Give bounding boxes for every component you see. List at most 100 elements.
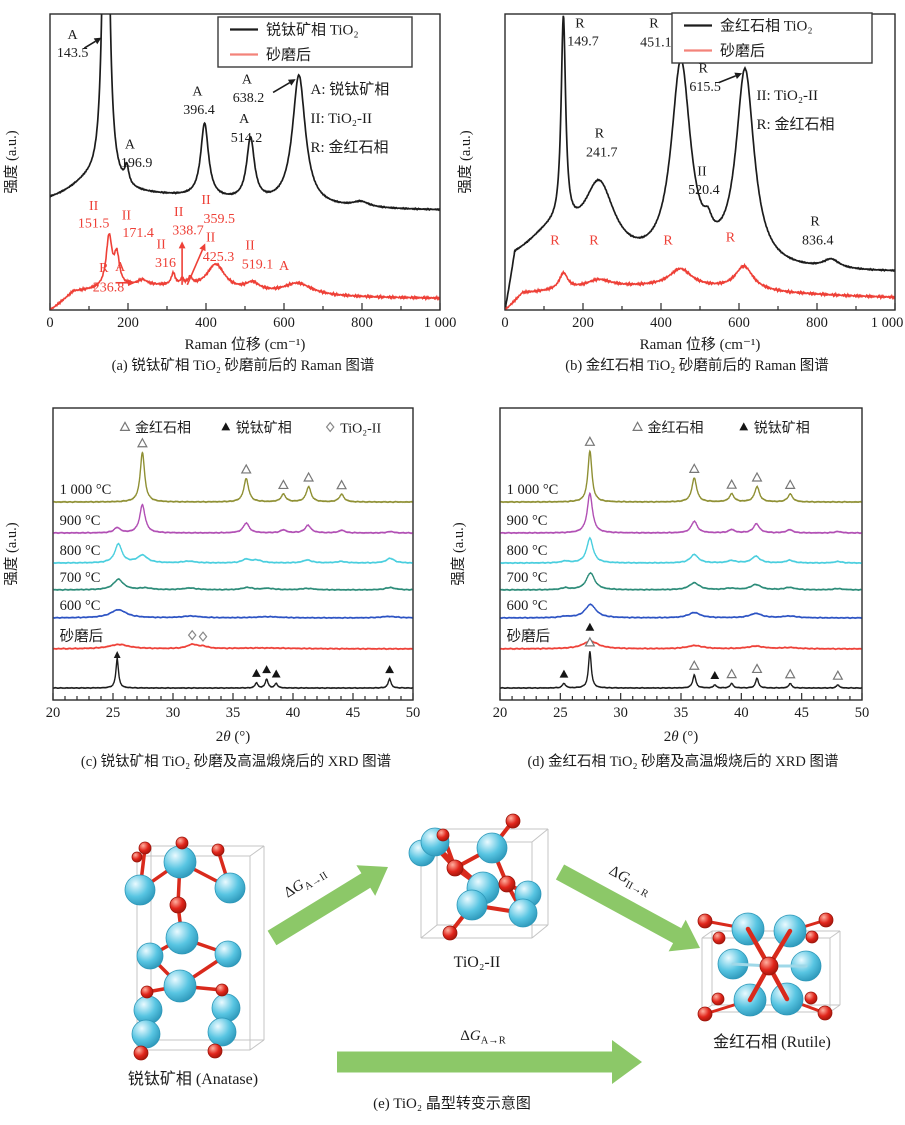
o-atom — [505, 813, 521, 829]
series-label-600c: 600 °C — [60, 598, 101, 614]
o-atom — [436, 828, 450, 842]
marker-legend-label: 锐钛矿相 — [236, 420, 292, 436]
curve-800c — [53, 542, 413, 565]
peak-annotation: 359.5 — [204, 212, 236, 227]
peak-annotation: A — [68, 28, 79, 43]
series-label-milled: 砂磨后 — [60, 628, 104, 645]
ti-atom — [163, 969, 197, 1003]
marker-legend-label: 金红石相 — [648, 420, 704, 436]
x-axis-label: Raman 位移 (cm⁻¹) — [640, 336, 761, 353]
rutile-marker-icon — [784, 479, 796, 489]
curve-600c — [53, 608, 413, 620]
anatase-label: 锐钛矿相 (Anatase) — [128, 1070, 258, 1088]
panel-e-caption: (e) TiO₂ 晶型转变示意图 — [373, 1094, 531, 1112]
rutile-marker-icon — [688, 659, 700, 670]
legend-label: 砂磨后 — [720, 43, 765, 60]
x-tick-label: 20 — [493, 705, 508, 721]
plot-frame — [499, 407, 863, 701]
axis-ticks: 0 200 400 600 800 1 000 — [501, 303, 903, 331]
x-tick-label: 20 — [46, 705, 61, 721]
o-atom — [817, 1005, 833, 1021]
x-tick-label: 800 — [351, 315, 373, 331]
y-axis-label: 强度 (a.u.) — [457, 130, 474, 193]
phase-key-line: A: 锐钛矿相 — [311, 81, 390, 98]
y-axis-label: 强度 (a.u.) — [450, 522, 467, 585]
delta-g-label: ΔGA→R — [460, 1028, 506, 1047]
curve-900c — [500, 491, 862, 535]
axis-ticks: 20 25 30 35 40 45 50 — [46, 693, 421, 721]
series-label-800c: 800 °C — [60, 543, 101, 559]
curve-800c — [500, 536, 862, 565]
annotation-arrowhead — [199, 243, 206, 252]
phase-key-line: R: 金红石相 — [311, 139, 389, 156]
x-tick-label: 30 — [613, 705, 628, 721]
legend-label: 金红石相 TiO₂ — [720, 18, 813, 35]
curve-1000c — [500, 449, 862, 504]
peak-annotation: A — [192, 84, 203, 99]
legend: 金红石相 TiO₂ 砂磨后 — [671, 12, 873, 64]
x-tick-label: 25 — [553, 705, 568, 721]
x-tick-label: 50 — [406, 705, 421, 721]
annotation-arrowhead — [128, 279, 136, 287]
o-atom — [207, 1043, 223, 1059]
y-axis-label: 强度 (a.u.) — [3, 522, 20, 585]
x-tick-label: 400 — [195, 315, 217, 331]
peak-annotation: 520.4 — [688, 183, 720, 198]
curve-anatase-raw — [50, 14, 440, 212]
axis-ticks: 0 200 400 600 800 1 000 — [46, 303, 456, 331]
phase-key-line: II: TiO₂-II — [757, 88, 819, 104]
curve-raw — [500, 651, 862, 690]
series-label-700c: 700 °C — [507, 570, 548, 586]
anatase-marker-icon — [739, 422, 749, 431]
peak-annotation: II — [89, 199, 99, 214]
peak-annotation: 615.5 — [689, 80, 721, 95]
annotation-arrow — [186, 249, 204, 286]
curve-600c — [500, 603, 862, 620]
peak-annotation: 171.4 — [122, 226, 154, 241]
panel-caption: (d) 金红石相 TiO₂ 砂磨及高温煅烧后的 XRD 图谱 — [527, 753, 838, 770]
annotation-arrowhead — [287, 79, 296, 86]
tio2ii-marker-icon — [325, 421, 335, 433]
raman-rutile-panel: 0 200 400 600 800 1 000 R 149.7 R 451.1 R 615.5 R 241… — [457, 12, 903, 374]
x-tick-label: 45 — [794, 705, 809, 721]
curve-700c — [53, 577, 413, 592]
peak-annotation: R — [99, 261, 109, 276]
x-tick-label: 600 — [273, 315, 295, 331]
anatase-marker-icon — [559, 669, 569, 678]
x-tick-label: 200 — [572, 315, 594, 331]
o-atom — [169, 896, 187, 914]
anatase-marker-icon — [252, 668, 261, 677]
o-atom — [442, 925, 458, 941]
annotation-arrowhead — [93, 37, 102, 45]
series-label-800c: 800 °C — [507, 543, 548, 559]
x-tick-label: 0 — [46, 315, 53, 331]
legend-label: 砂磨后 — [266, 47, 311, 64]
peak-annotation: 149.7 — [567, 35, 599, 50]
series-label-1000c: 1 000 °C — [507, 482, 559, 498]
transform-arrow-ii-to-r — [555, 864, 700, 952]
phase-key-line: II: TiO₂-II — [311, 111, 373, 127]
o-atom — [211, 843, 225, 857]
peak-annotation: II — [697, 164, 707, 179]
peak-annotation: 143.5 — [57, 46, 89, 61]
marker-legend-label: 金红石相 — [135, 420, 191, 436]
anatase-marker-icon — [221, 422, 231, 431]
o-atom — [140, 985, 154, 999]
x-tick-label: 1 000 — [871, 315, 904, 331]
peak-annotation: 151.5 — [78, 217, 110, 232]
legend-box — [671, 12, 873, 64]
peak-annotation: R — [649, 16, 659, 31]
rutile-marker-icon — [277, 479, 289, 490]
o-atom — [133, 1045, 149, 1061]
peak-annotation: II — [206, 231, 216, 246]
panel-caption: (b) 金红石相 TiO₂ 砂磨前后的 Raman 图谱 — [565, 357, 829, 374]
o-atom — [804, 991, 818, 1005]
raman-anatase-panel: 0 200 400 600 800 1 000 A 143.5 A 196.9 A 396.4 A 514… — [3, 13, 456, 374]
o-atom — [712, 931, 726, 945]
peak-annotation: 338.7 — [172, 224, 204, 239]
rutile-marker-icon — [832, 669, 844, 680]
rutile-marker-icon — [751, 471, 763, 482]
anatase-marker-icon — [710, 671, 720, 680]
xrd-rutile-panel: 20 25 30 35 40 45 50 砂磨后 600 °C 700 °C 800 °C 900 °… — [450, 407, 869, 770]
